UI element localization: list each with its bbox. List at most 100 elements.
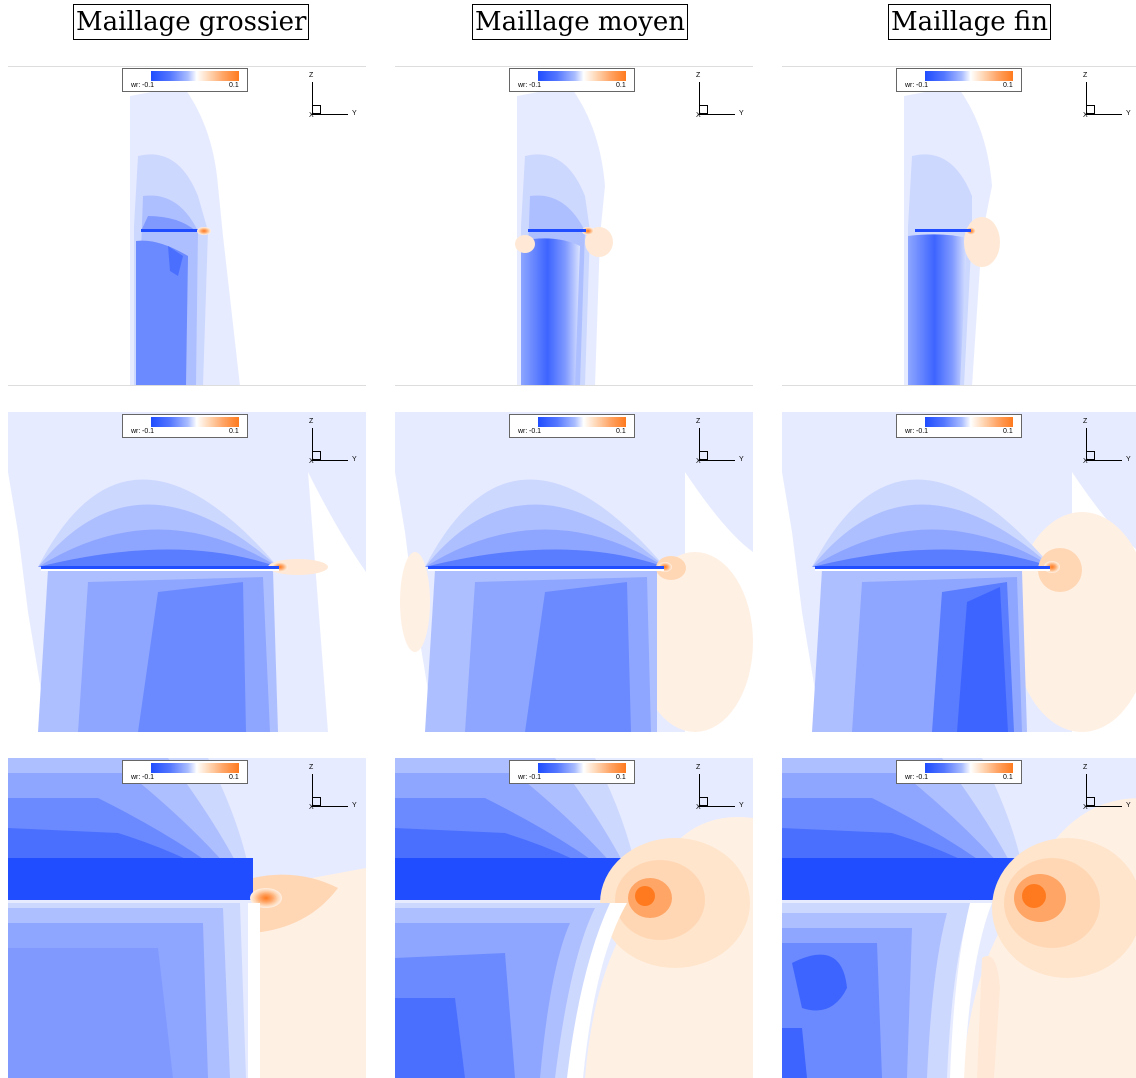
- axis-y-label: Y: [352, 110, 357, 117]
- axis-triad: Z Y X: [1082, 72, 1132, 120]
- color-scale-bar: [151, 763, 239, 773]
- column-title-fine: Maillage fin: [888, 4, 1051, 40]
- legend-variable: wr:: [905, 82, 915, 89]
- legend-max: 0.1: [616, 774, 626, 781]
- axis-triad: Z Y X: [695, 764, 745, 812]
- color-scale-bar: [925, 763, 1013, 773]
- legend-min: -0.1: [529, 774, 542, 781]
- axis-triad: Z Y X: [695, 72, 745, 120]
- axis-triad: Z Y X: [308, 418, 358, 466]
- legend-variable: wr:: [518, 82, 528, 89]
- contour-plot: [8, 412, 366, 732]
- color-legend: wr: -0.1 0.1: [896, 68, 1022, 92]
- legend-min: -0.1: [916, 428, 929, 435]
- contour-panel-r1-medium: wr: -0.1 0.1 Z Y X: [395, 66, 753, 386]
- axis-z-label: Z: [696, 72, 701, 79]
- color-legend: wr: -0.1 0.1: [896, 760, 1022, 784]
- color-scale-bar: [538, 417, 626, 427]
- color-legend: wr: -0.1 0.1: [122, 68, 248, 92]
- axis-y-label: Y: [739, 802, 744, 809]
- axis-triad: Z Y X: [1082, 764, 1132, 812]
- legend-max: 0.1: [616, 428, 626, 435]
- axis-y-label: Y: [1126, 456, 1131, 463]
- contour-panel-r1-fine: wr: -0.1 0.1 Z Y X: [782, 66, 1136, 386]
- axis-z-label: Z: [309, 418, 314, 425]
- legend-max: 0.1: [1003, 774, 1013, 781]
- color-legend: wr: -0.1 0.1: [509, 414, 635, 438]
- color-scale-bar: [538, 763, 626, 773]
- legend-min: -0.1: [529, 82, 542, 89]
- legend-variable: wr:: [518, 428, 528, 435]
- color-legend: wr: -0.1 0.1: [122, 760, 248, 784]
- color-scale-bar: [538, 71, 626, 81]
- legend-min: -0.1: [142, 428, 155, 435]
- legend-variable: wr:: [518, 774, 528, 781]
- axis-x-label: X: [1083, 804, 1088, 811]
- color-scale-bar: [151, 417, 239, 427]
- legend-max: 0.1: [1003, 428, 1013, 435]
- axis-x-label: X: [696, 804, 701, 811]
- legend-min: -0.1: [142, 82, 155, 89]
- axis-x-label: X: [309, 458, 314, 465]
- legend-min: -0.1: [916, 82, 929, 89]
- contour-plot: [395, 66, 753, 386]
- contour-plot: [395, 412, 753, 732]
- axis-x-label: X: [696, 112, 701, 119]
- axis-x-label: X: [1083, 112, 1088, 119]
- axis-z-label: Z: [309, 72, 314, 79]
- legend-min: -0.1: [916, 774, 929, 781]
- axis-z-label: Z: [309, 764, 314, 771]
- legend-max: 0.1: [1003, 82, 1013, 89]
- contour-plot: [8, 66, 366, 386]
- legend-variable: wr:: [905, 428, 915, 435]
- contour-plot: [782, 66, 1136, 386]
- axis-x-label: X: [309, 804, 314, 811]
- color-scale-bar: [925, 71, 1013, 81]
- color-legend: wr: -0.1 0.1: [122, 414, 248, 438]
- axis-triad: Z Y X: [695, 418, 745, 466]
- axis-y-label: Y: [352, 456, 357, 463]
- axis-y-label: Y: [1126, 110, 1131, 117]
- legend-max: 0.1: [229, 82, 239, 89]
- axis-z-label: Z: [1083, 418, 1088, 425]
- contour-panel-r1-coarse: wr: -0.1 0.1 Z Y X: [8, 66, 366, 386]
- axis-triad: Z Y X: [308, 764, 358, 812]
- contour-panel-r3-coarse: wr: -0.1 0.1 Z Y X: [8, 758, 366, 1078]
- contour-plot: [395, 758, 753, 1078]
- legend-variable: wr:: [131, 428, 141, 435]
- legend-max: 0.1: [616, 82, 626, 89]
- column-title-medium: Maillage moyen: [472, 4, 688, 40]
- axis-x-label: X: [696, 458, 701, 465]
- axis-z-label: Z: [1083, 72, 1088, 79]
- contour-panel-r2-fine: wr: -0.1 0.1 Z Y X: [782, 412, 1136, 732]
- color-legend: wr: -0.1 0.1: [509, 760, 635, 784]
- axis-y-label: Y: [352, 802, 357, 809]
- legend-variable: wr:: [131, 774, 141, 781]
- legend-variable: wr:: [131, 82, 141, 89]
- column-title-coarse: Maillage grossier: [73, 4, 310, 40]
- legend-max: 0.1: [229, 774, 239, 781]
- axis-z-label: Z: [1083, 764, 1088, 771]
- axis-z-label: Z: [696, 418, 701, 425]
- legend-max: 0.1: [229, 428, 239, 435]
- axis-z-label: Z: [696, 764, 701, 771]
- contour-panel-r2-coarse: wr: -0.1 0.1 Z Y X: [8, 412, 366, 732]
- axis-y-label: Y: [739, 456, 744, 463]
- legend-variable: wr:: [905, 774, 915, 781]
- axis-x-label: X: [309, 112, 314, 119]
- color-scale-bar: [151, 71, 239, 81]
- contour-plot: [8, 758, 366, 1078]
- legend-min: -0.1: [529, 428, 542, 435]
- contour-plot: [782, 412, 1136, 732]
- axis-triad: Z Y X: [308, 72, 358, 120]
- axis-y-label: Y: [1126, 802, 1131, 809]
- axis-y-label: Y: [739, 110, 744, 117]
- contour-plot: [782, 758, 1136, 1078]
- contour-panel-r3-medium: wr: -0.1 0.1 Z Y X: [395, 758, 753, 1078]
- color-legend: wr: -0.1 0.1: [896, 414, 1022, 438]
- axis-triad: Z Y X: [1082, 418, 1132, 466]
- color-legend: wr: -0.1 0.1: [509, 68, 635, 92]
- color-scale-bar: [925, 417, 1013, 427]
- legend-min: -0.1: [142, 774, 155, 781]
- axis-x-label: X: [1083, 458, 1088, 465]
